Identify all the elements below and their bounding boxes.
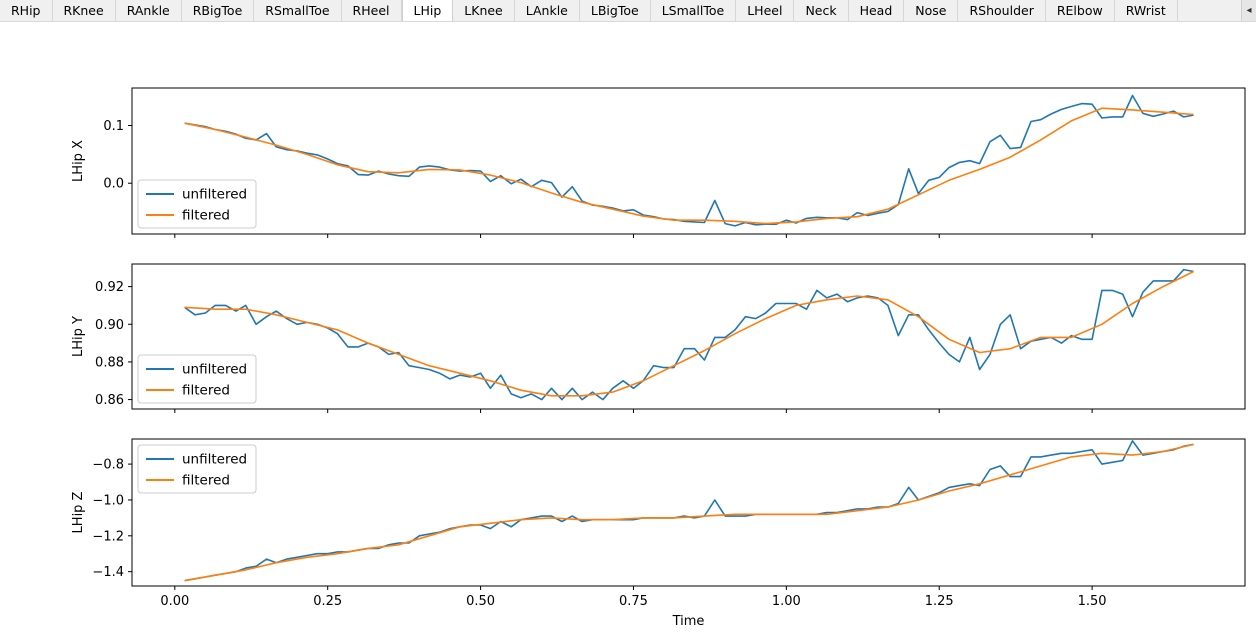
tab-lsmalltoe[interactable]: LSmallToe bbox=[651, 0, 737, 21]
y-tick-label: 0.86 bbox=[95, 393, 124, 408]
axes-frame bbox=[131, 263, 1246, 410]
tab-rbigtoe[interactable]: RBigToe bbox=[182, 0, 255, 21]
tab-lknee[interactable]: LKnee bbox=[453, 0, 515, 21]
tab-rshoulder[interactable]: RShoulder bbox=[958, 0, 1046, 21]
x-tick-label: 1.00 bbox=[772, 594, 801, 609]
tab-rknee[interactable]: RKnee bbox=[53, 0, 116, 21]
tab-rwrist[interactable]: RWrist bbox=[1115, 0, 1178, 21]
y-tick-label: 0.88 bbox=[95, 355, 124, 370]
tab-rsmalltoe[interactable]: RSmallToe bbox=[254, 0, 342, 21]
tab-rhip[interactable]: RHip bbox=[0, 0, 53, 21]
axes-frame bbox=[131, 438, 1246, 587]
y-axis-label: LHip Y bbox=[71, 316, 86, 357]
series-line-filtered bbox=[184, 270, 1194, 397]
y-tick-label: 0.90 bbox=[95, 318, 124, 333]
x-tick-label: 0.25 bbox=[313, 594, 342, 609]
legend: unfiltered filtered bbox=[137, 444, 257, 494]
tab-nose[interactable]: Nose bbox=[904, 0, 959, 21]
legend-label-filtered: filtered bbox=[182, 473, 230, 489]
x-tick-label: 0.00 bbox=[160, 594, 189, 609]
x-tick-label: 1.50 bbox=[1078, 594, 1107, 609]
tab-lheel[interactable]: LHeel bbox=[736, 0, 795, 21]
y-tick-label: −1.4 bbox=[92, 565, 124, 580]
tab-rheel[interactable]: RHeel bbox=[342, 0, 402, 21]
legend-label-filtered: filtered bbox=[182, 208, 230, 224]
series-line-filtered bbox=[184, 443, 1194, 582]
x-tick-label: 0.75 bbox=[619, 594, 648, 609]
tab-rankle[interactable]: RAnkle bbox=[116, 0, 182, 21]
legend-label-unfiltered: unfiltered bbox=[182, 452, 247, 468]
legend: unfiltered filtered bbox=[137, 179, 257, 229]
y-tick-label: −1.2 bbox=[92, 529, 124, 544]
subplot-2: 0.86 0.88 0.90 0.92 LHip Y unfiltered filtered bbox=[71, 263, 1246, 413]
legend-label-unfiltered: unfiltered bbox=[182, 362, 247, 378]
x-axis-label: Time bbox=[672, 614, 705, 629]
tab-lhip[interactable]: LHip bbox=[401, 0, 454, 21]
series-line-unfiltered bbox=[184, 94, 1194, 227]
subplot-1: 0.0 0.1 LHip X unfiltered filtered bbox=[71, 87, 1246, 238]
legend: unfiltered filtered bbox=[137, 354, 257, 404]
tab-neck[interactable]: Neck bbox=[794, 0, 849, 21]
y-axis-label: LHip Z bbox=[71, 491, 86, 533]
series-line-unfiltered bbox=[184, 439, 1194, 582]
tab-scroll-icon[interactable]: ◂ bbox=[1241, 0, 1256, 21]
y-tick-label: 0.0 bbox=[103, 177, 124, 192]
y-tick-label: −1.0 bbox=[92, 493, 124, 508]
y-tick-label: 0.92 bbox=[95, 280, 124, 295]
legend-label-filtered: filtered bbox=[182, 383, 230, 399]
tab-lbigtoe[interactable]: LBigToe bbox=[580, 0, 651, 21]
y-tick-label: −0.8 bbox=[92, 458, 124, 473]
series-line-unfiltered bbox=[184, 268, 1194, 401]
legend-label-unfiltered: unfiltered bbox=[182, 187, 247, 203]
y-axis-label: LHip X bbox=[71, 140, 86, 182]
tab-bar: RHip RKnee RAnkle RBigToe RSmallToe RHeel LHip… bbox=[0, 0, 1256, 22]
tab-lankle[interactable]: LAnkle bbox=[515, 0, 580, 21]
x-tick-label: 0.50 bbox=[466, 594, 495, 609]
axes-frame bbox=[131, 87, 1246, 235]
tab-head[interactable]: Head bbox=[849, 0, 905, 21]
series-line-filtered bbox=[184, 107, 1194, 225]
x-tick-label: 1.25 bbox=[925, 594, 954, 609]
tab-relbow[interactable]: RElbow bbox=[1046, 0, 1115, 21]
y-tick-label: 0.1 bbox=[103, 119, 124, 134]
subplot-3: −1.4 −1.2 −1.0 −0.8 0.00 0.25 0.50 0.75 1.00 1.25… bbox=[71, 438, 1246, 629]
